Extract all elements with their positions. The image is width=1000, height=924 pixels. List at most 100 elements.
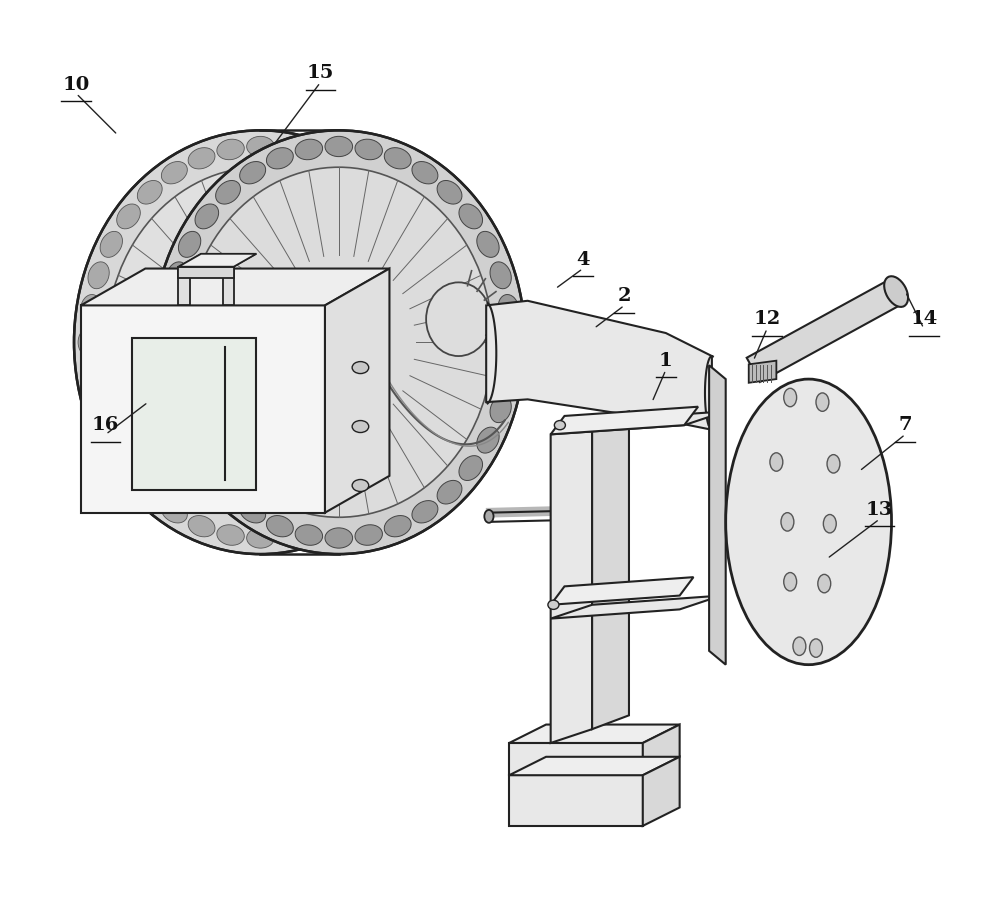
Polygon shape — [223, 254, 256, 267]
Ellipse shape — [166, 261, 188, 288]
Ellipse shape — [399, 427, 421, 453]
Ellipse shape — [100, 231, 122, 258]
Ellipse shape — [381, 456, 404, 480]
Ellipse shape — [359, 180, 384, 204]
Ellipse shape — [295, 525, 323, 545]
Ellipse shape — [484, 510, 494, 523]
Polygon shape — [509, 757, 680, 775]
Polygon shape — [178, 254, 212, 267]
Ellipse shape — [726, 379, 892, 664]
Polygon shape — [551, 578, 693, 605]
Ellipse shape — [159, 362, 179, 390]
Ellipse shape — [240, 501, 266, 523]
Ellipse shape — [437, 180, 462, 204]
Polygon shape — [551, 420, 592, 743]
Polygon shape — [325, 269, 389, 513]
Ellipse shape — [554, 420, 565, 430]
Text: 15: 15 — [307, 65, 334, 82]
Ellipse shape — [195, 204, 219, 229]
Ellipse shape — [216, 480, 240, 504]
Ellipse shape — [178, 231, 201, 258]
Ellipse shape — [74, 130, 447, 554]
Polygon shape — [509, 775, 643, 826]
Ellipse shape — [217, 525, 244, 545]
Ellipse shape — [159, 295, 179, 322]
Ellipse shape — [781, 513, 794, 531]
Ellipse shape — [477, 231, 499, 258]
Ellipse shape — [818, 575, 831, 593]
Polygon shape — [551, 407, 698, 434]
Ellipse shape — [770, 453, 783, 471]
Ellipse shape — [188, 148, 215, 169]
Polygon shape — [551, 596, 721, 618]
Ellipse shape — [106, 167, 415, 517]
Ellipse shape — [81, 295, 101, 322]
Ellipse shape — [884, 276, 908, 307]
Ellipse shape — [490, 395, 511, 422]
Text: 12: 12 — [754, 310, 781, 328]
Ellipse shape — [498, 295, 519, 322]
Text: 4: 4 — [576, 250, 590, 269]
Ellipse shape — [166, 395, 188, 422]
Ellipse shape — [178, 427, 201, 453]
Ellipse shape — [195, 456, 219, 480]
Polygon shape — [509, 724, 680, 743]
Text: 1: 1 — [659, 352, 673, 370]
Polygon shape — [509, 743, 643, 775]
Ellipse shape — [247, 137, 274, 156]
Ellipse shape — [240, 162, 266, 184]
Ellipse shape — [490, 261, 511, 288]
Ellipse shape — [816, 393, 829, 411]
Ellipse shape — [827, 455, 840, 473]
Ellipse shape — [306, 148, 333, 169]
Ellipse shape — [784, 573, 797, 591]
Ellipse shape — [306, 516, 333, 537]
Ellipse shape — [352, 361, 369, 373]
Ellipse shape — [266, 148, 293, 169]
Polygon shape — [486, 301, 712, 430]
Ellipse shape — [88, 261, 109, 288]
Ellipse shape — [352, 420, 369, 432]
Polygon shape — [592, 411, 629, 729]
Ellipse shape — [423, 328, 443, 356]
Ellipse shape — [548, 601, 559, 610]
Ellipse shape — [412, 501, 438, 523]
Ellipse shape — [277, 140, 304, 160]
Ellipse shape — [477, 427, 499, 453]
Polygon shape — [643, 757, 680, 826]
Ellipse shape — [334, 501, 360, 523]
Ellipse shape — [399, 231, 421, 258]
Ellipse shape — [459, 204, 483, 229]
Polygon shape — [178, 267, 190, 306]
Ellipse shape — [810, 638, 822, 657]
Ellipse shape — [78, 328, 98, 356]
Polygon shape — [709, 365, 726, 664]
Polygon shape — [81, 269, 389, 306]
Ellipse shape — [117, 204, 140, 229]
Ellipse shape — [100, 427, 122, 453]
Ellipse shape — [295, 140, 323, 160]
Ellipse shape — [161, 501, 187, 523]
Ellipse shape — [420, 362, 440, 390]
Ellipse shape — [334, 162, 360, 184]
Polygon shape — [81, 306, 325, 513]
Polygon shape — [178, 267, 234, 278]
Polygon shape — [749, 360, 776, 383]
Ellipse shape — [294, 292, 383, 393]
Ellipse shape — [355, 140, 382, 160]
Ellipse shape — [437, 480, 462, 504]
Ellipse shape — [823, 515, 836, 533]
Ellipse shape — [426, 283, 491, 356]
Ellipse shape — [501, 328, 521, 356]
Ellipse shape — [498, 362, 519, 390]
Ellipse shape — [188, 516, 215, 537]
Ellipse shape — [412, 261, 433, 288]
Ellipse shape — [355, 525, 382, 545]
Text: 2: 2 — [618, 287, 631, 306]
Ellipse shape — [152, 130, 525, 554]
Ellipse shape — [137, 480, 162, 504]
Ellipse shape — [412, 395, 433, 422]
Ellipse shape — [137, 180, 162, 204]
Ellipse shape — [352, 480, 369, 492]
Ellipse shape — [381, 204, 404, 229]
